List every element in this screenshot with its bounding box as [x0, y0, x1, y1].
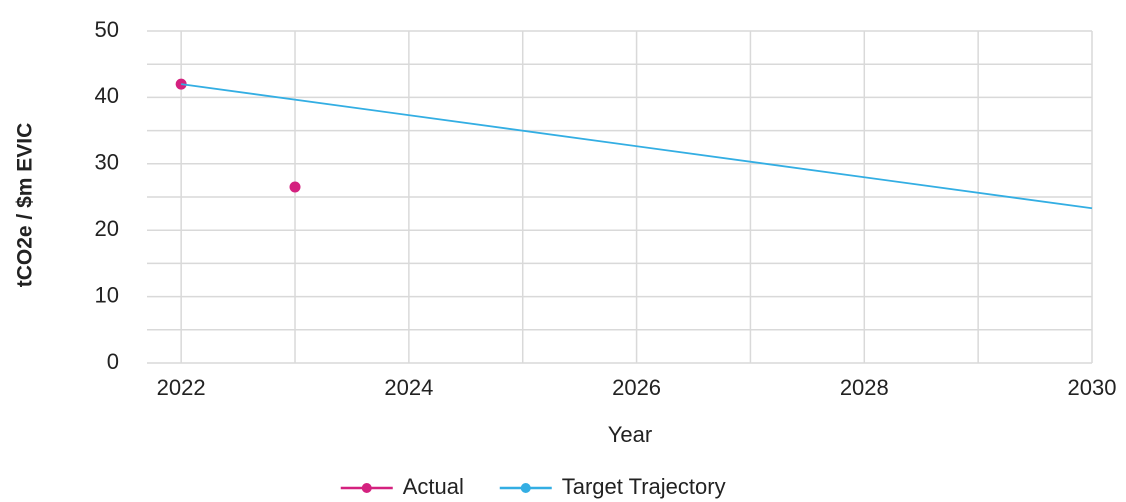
x-tick-label: 2022: [157, 375, 206, 400]
data-point: [289, 181, 301, 193]
legend-marker: [520, 483, 531, 493]
legend-item: Target Trajectory: [499, 474, 726, 499]
y-tick-label: 40: [95, 83, 119, 108]
x-tick-label: 2028: [840, 375, 889, 400]
legend-marker: [361, 483, 372, 493]
y-tick-label: 0: [107, 349, 119, 374]
x-tick-label: 2030: [1068, 375, 1117, 400]
legend-label: Target Trajectory: [562, 474, 726, 499]
series-line: [181, 83, 1093, 210]
y-tick-label: 20: [95, 216, 119, 241]
y-tick-label: 10: [95, 282, 119, 307]
y-tick-label: 50: [95, 17, 119, 42]
legend-label: Actual: [403, 474, 464, 499]
y-tick-label: 30: [95, 150, 119, 175]
y-axis-label: tCO2e / $m EVIC: [14, 123, 37, 288]
x-tick-label: 2024: [384, 375, 433, 400]
x-tick-label: 2026: [612, 375, 661, 400]
x-axis-label: Year: [608, 422, 652, 447]
legend-item: Actual: [340, 474, 464, 499]
